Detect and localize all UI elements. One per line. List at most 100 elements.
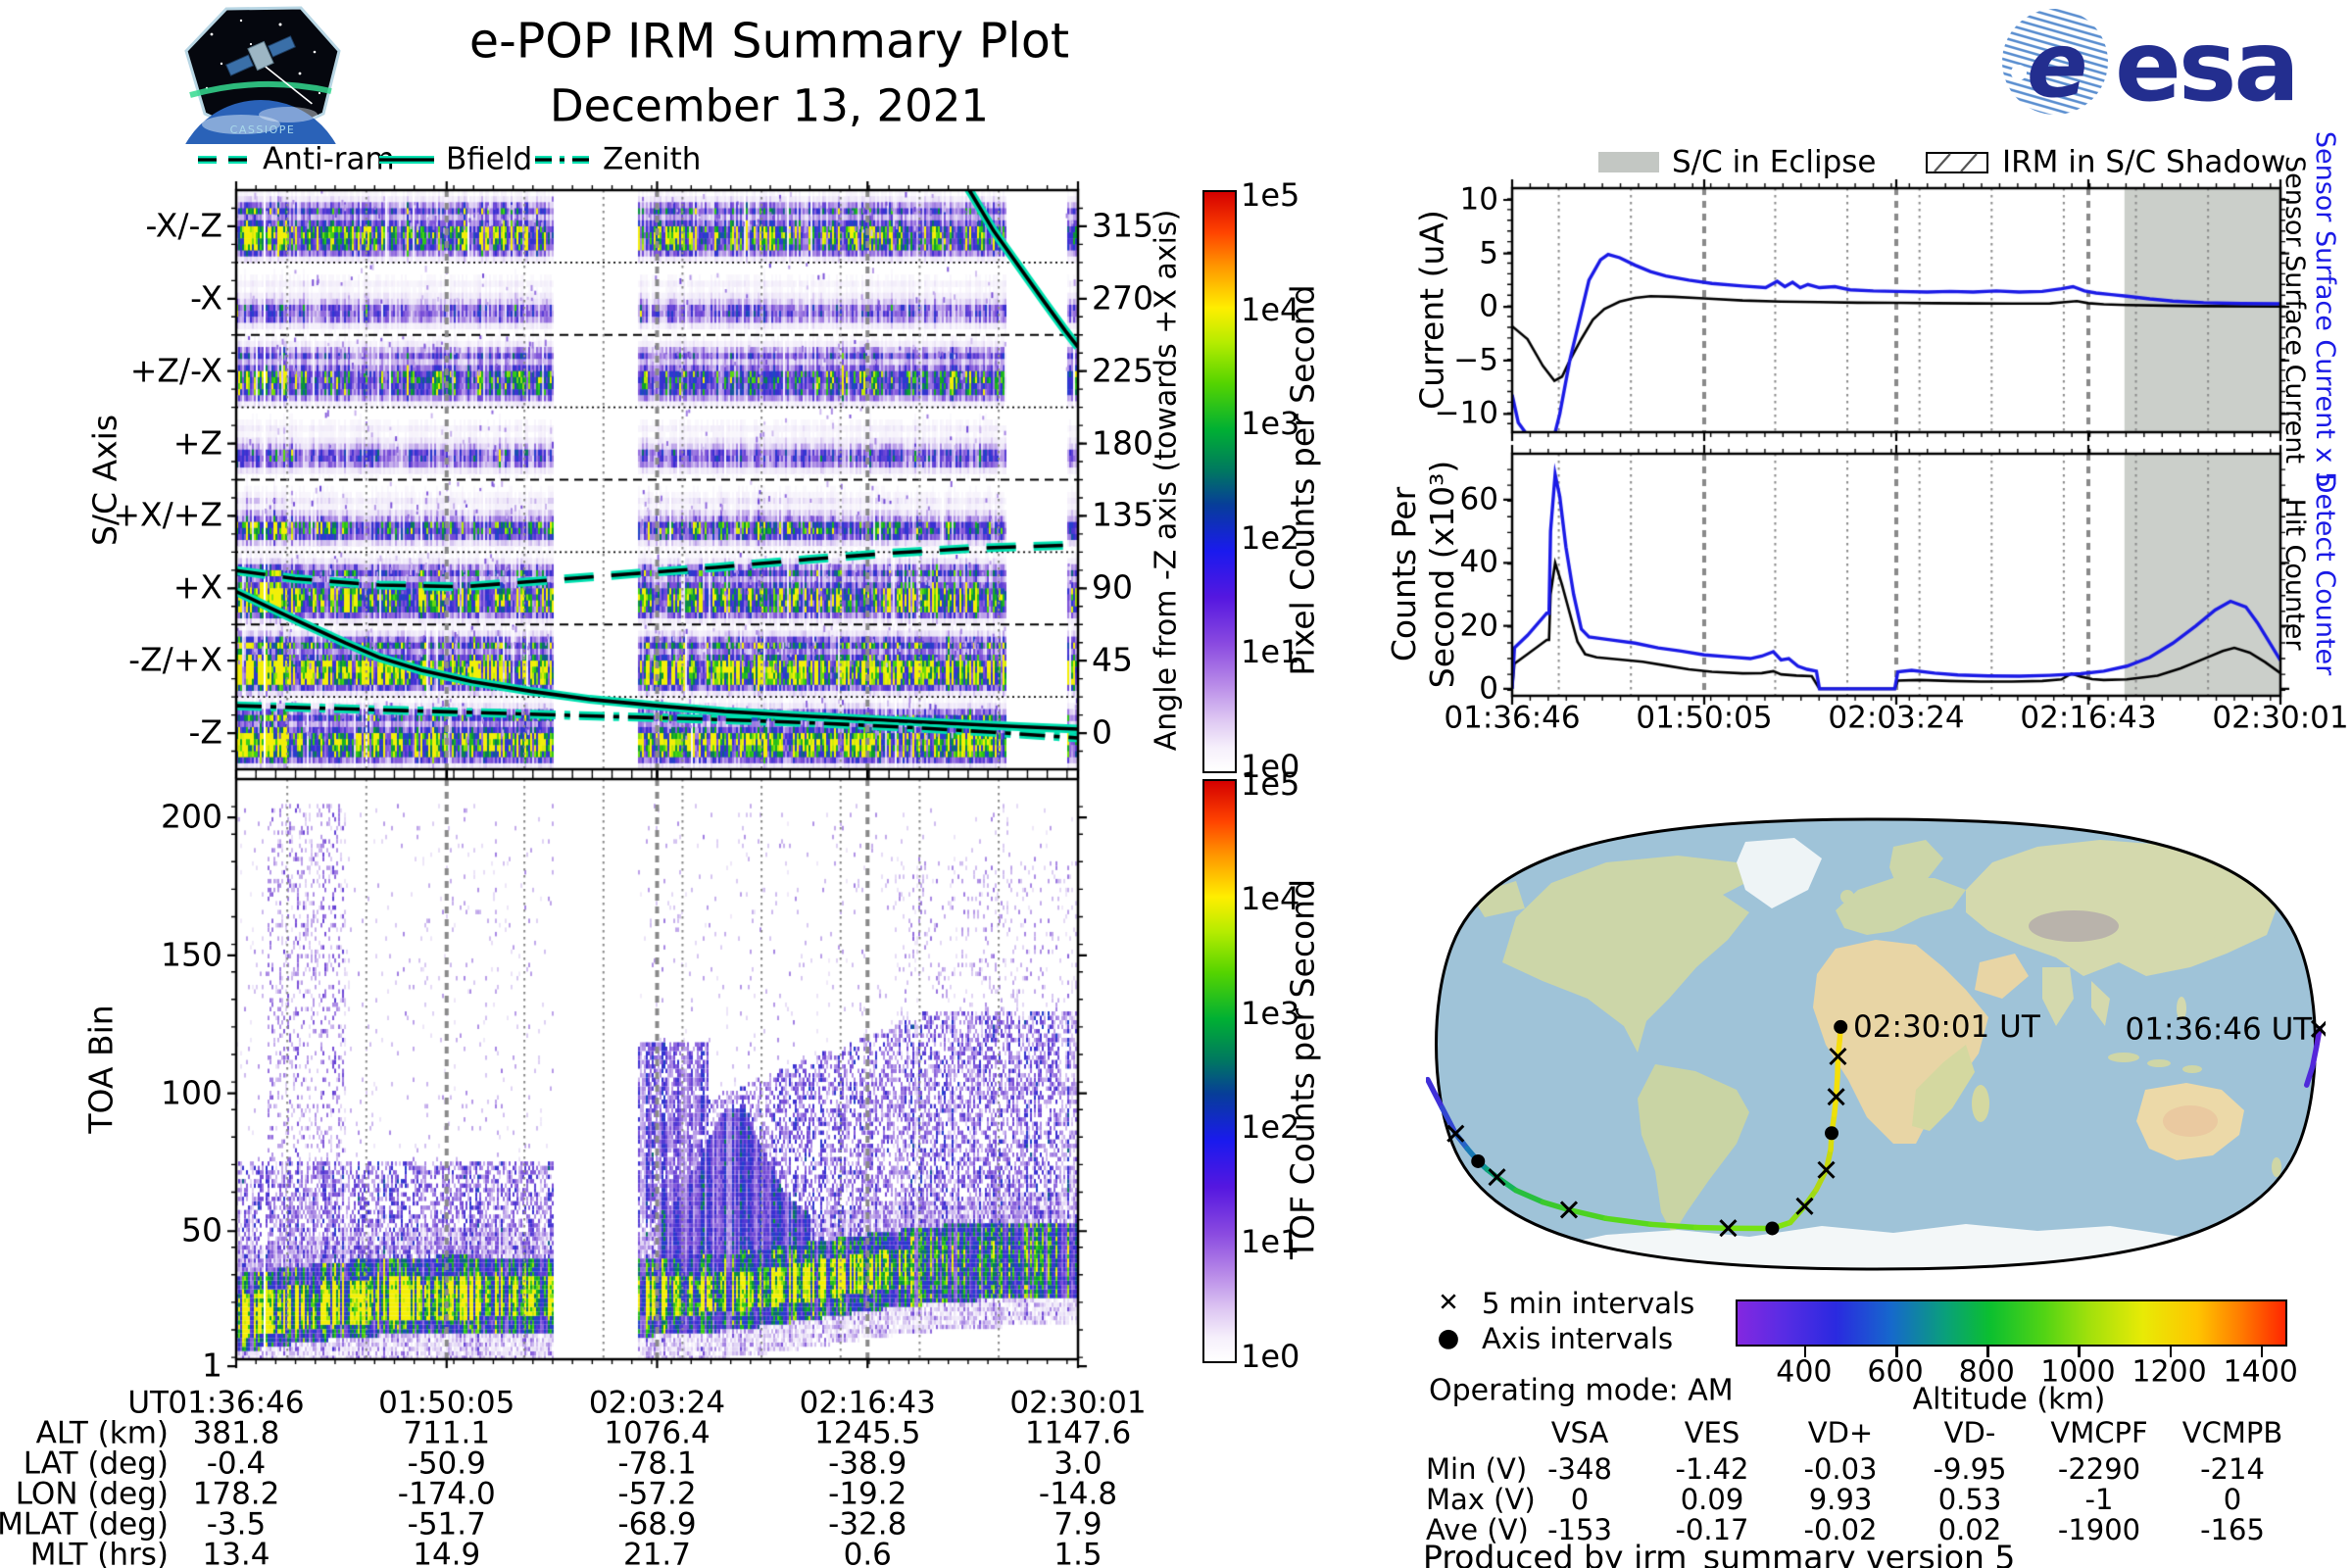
- ut-table-cell: 1245.5: [814, 1415, 921, 1451]
- ut-table-row-label: UT: [127, 1385, 169, 1421]
- ut-table-row-label: MLAT (deg): [0, 1506, 169, 1543]
- axis-interval-marker: [1825, 1126, 1839, 1141]
- axis-interval-marker: [1834, 1019, 1848, 1034]
- track-segment: [1513, 1187, 1546, 1205]
- five-min-marker: [1829, 1047, 1847, 1066]
- axis-intervals-label: Axis intervals: [1482, 1321, 1674, 1355]
- ut-table-cell: 13.4: [202, 1537, 270, 1568]
- voltage-cell: 0.02: [1937, 1512, 2002, 1546]
- sc-band-label: +X: [172, 567, 222, 607]
- bfield-line-icon: [379, 156, 434, 164]
- angle-tick-label: 45: [1092, 640, 1133, 679]
- track-segment: [1835, 1037, 1843, 1059]
- pixel-colorbar-tick: 1e5: [1241, 176, 1300, 215]
- ut-table-row-label: MLT (hrs): [29, 1537, 169, 1568]
- current-ytick-label: 0: [1479, 288, 1498, 324]
- voltage-cell: 0.53: [1937, 1482, 2002, 1516]
- tof-colorbar-tick: 1e3: [1241, 994, 1300, 1032]
- track-segment: [1692, 1224, 1732, 1231]
- toa-tick-label: 200: [161, 797, 222, 836]
- sc-band-label: -Z/+X: [128, 640, 222, 679]
- tof-colorbar-tick: 1e4: [1241, 880, 1300, 917]
- ut-table-cell: 1.5: [1054, 1537, 1102, 1568]
- track-segment: [1426, 1076, 1446, 1111]
- tof-counts-colorbar: [1202, 779, 1237, 1363]
- voltage-cell: -214: [2200, 1451, 2265, 1486]
- current-plot-canvas: [1496, 172, 2296, 448]
- voltage-cell: -153: [1547, 1512, 1612, 1546]
- sc-axis-spectrogram-canvas: [220, 174, 1094, 785]
- axis-interval-marker: [1765, 1221, 1780, 1236]
- map-body: [1436, 819, 2316, 1269]
- ut-table-cell: -38.9: [828, 1446, 907, 1482]
- voltage-cell: 0: [2223, 1482, 2242, 1516]
- tof-counts-colorbar-label: TOF Counts per Second: [1283, 878, 1322, 1260]
- pixel-counts-colorbar: [1202, 190, 1237, 773]
- ut-table-row-label: LAT (deg): [23, 1446, 169, 1482]
- current-ytick-label: −5: [1453, 342, 1498, 378]
- counts-ytick-label: 40: [1459, 544, 1498, 580]
- track-segment: [1602, 1215, 1654, 1228]
- voltage-cell: -1: [2084, 1482, 2114, 1516]
- pixel-colorbar-tick: 1e0: [1241, 748, 1300, 786]
- esa-logo: e esa: [2002, 9, 2300, 122]
- voltage-col-header: VMCPF: [2050, 1415, 2148, 1449]
- voltage-row-label: Ave (V): [1426, 1512, 1529, 1546]
- five-min-marker: [1795, 1197, 1814, 1215]
- esa-moon-dot: [2011, 65, 2027, 80]
- patch-clouds2: [259, 107, 318, 122]
- track-segment: [1647, 1221, 1699, 1231]
- pixel-colorbar-tick: 1e3: [1241, 405, 1300, 443]
- track-segment: [1832, 1094, 1839, 1118]
- current-ylabel: Current (uA): [1412, 210, 1451, 410]
- ut-table-cell: -68.9: [617, 1506, 697, 1543]
- sc-band-label: +X/+Z: [113, 496, 222, 535]
- five-min-intervals-label: 5 min intervals: [1482, 1286, 1695, 1320]
- ut-table-cell: -51.7: [407, 1506, 486, 1543]
- esa-wordmark: esa: [2115, 9, 2297, 122]
- ut-table-cell: -0.4: [206, 1446, 267, 1482]
- angle-tick-label: 315: [1092, 206, 1153, 245]
- ut-table-cell: 381.8: [192, 1415, 280, 1451]
- pixel-colorbar-tick: 1e2: [1241, 519, 1300, 557]
- tof-colorbar-tick: 1e1: [1241, 1223, 1300, 1261]
- sc-band-label: +Z/-X: [129, 351, 222, 390]
- sensor-surface-current-label: Sensor Surface Current: [2279, 156, 2311, 464]
- anti-ram-line-icon: [198, 156, 251, 164]
- ut-table-cell: -78.1: [617, 1446, 697, 1482]
- legend-label-zenith: Zenith: [603, 141, 702, 177]
- axis-interval-marker: [1471, 1153, 1486, 1168]
- hit-counter-label: Hit Counter: [2279, 498, 2311, 651]
- ut-table-cell: -57.2: [617, 1476, 697, 1512]
- angle-tick-label: 135: [1092, 496, 1153, 535]
- angle-axis-label: Angle from -Z axis (towards +X axis): [1149, 209, 1184, 752]
- ut-table-row-label: ALT (km): [35, 1415, 169, 1451]
- dot-marker-icon: ●: [1437, 1323, 1460, 1353]
- counts-ylabel-line2: Second (x10³): [1423, 460, 1461, 689]
- tof-colorbar-tick: 1e2: [1241, 1108, 1300, 1147]
- page-date: December 13, 2021: [549, 79, 990, 132]
- ut-table-cell: -3.5: [206, 1506, 267, 1543]
- angle-tick-label: 0: [1092, 712, 1112, 752]
- ut-table-cell: 02:16:43: [799, 1385, 936, 1421]
- counts-ytick-label: 20: [1459, 608, 1498, 644]
- counters-plot-canvas: [1496, 438, 2296, 711]
- ut-table-row-label: LON (deg): [15, 1476, 169, 1512]
- map-start-time-label: 01:36:46 UT: [2126, 1012, 2314, 1048]
- toa-tick-label: 1: [202, 1346, 222, 1385]
- voltage-cell: -0.03: [1803, 1451, 1878, 1486]
- altitude-tick-mark: [1803, 1346, 1807, 1357]
- voltage-cell: -9.95: [1933, 1451, 2007, 1486]
- sc-band-label: +Z: [172, 423, 222, 463]
- altitude-colorbar: [1736, 1299, 2287, 1347]
- counts-ytick-label: 60: [1459, 481, 1498, 517]
- voltage-cell: -1.42: [1675, 1451, 1749, 1486]
- altitude-tick-label: 600: [1867, 1354, 1924, 1390]
- voltage-col-header: VCMPB: [2181, 1415, 2283, 1449]
- counts-ytick-label: 0: [1479, 670, 1498, 707]
- current-ytick-label: 10: [1459, 181, 1498, 218]
- toa-spectrogram-canvas: [220, 763, 1094, 1375]
- sensor-surface-current-x5-label: Sensor Surface Current x 5: [2310, 130, 2341, 489]
- five-min-marker: [1446, 1124, 1465, 1143]
- altitude-tick-mark: [2260, 1346, 2264, 1357]
